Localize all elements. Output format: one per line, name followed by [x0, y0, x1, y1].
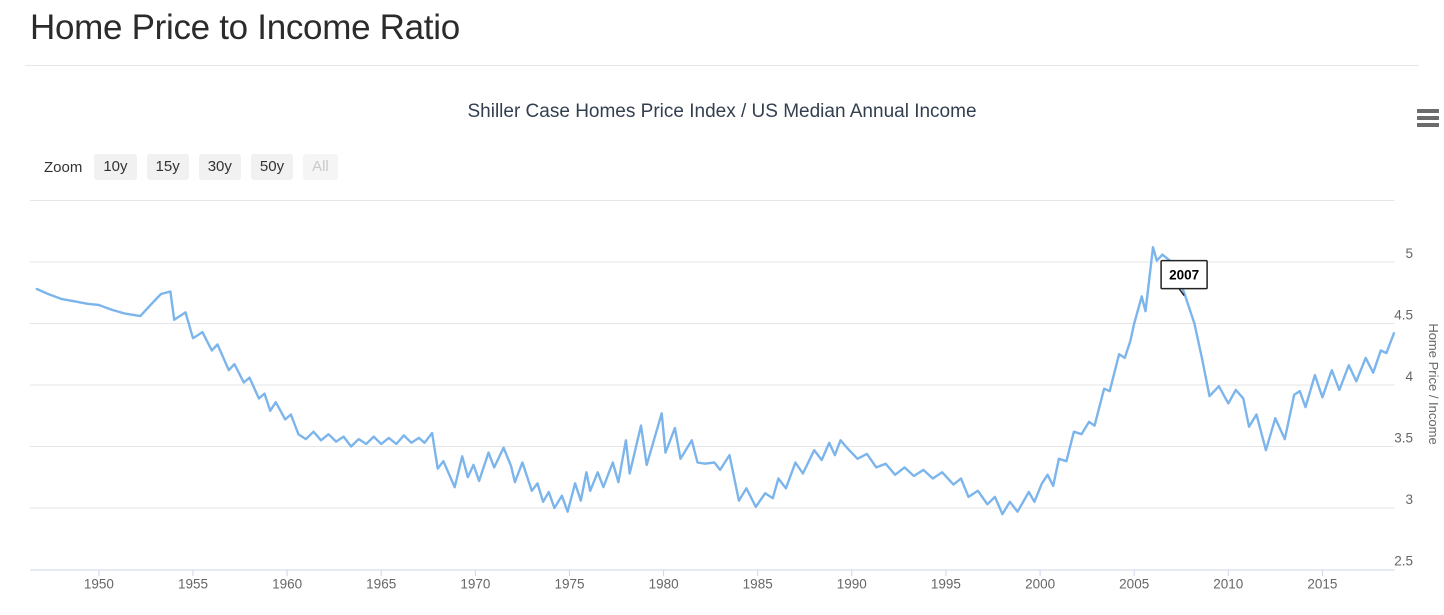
x-axis-tick-label: 2000: [1025, 577, 1055, 592]
y-axis-tick-label: 5: [1405, 246, 1413, 261]
x-axis-tick-label: 1975: [554, 577, 584, 592]
range-button-10y[interactable]: 10y: [94, 154, 137, 180]
range-button-50y[interactable]: 50y: [250, 154, 294, 180]
x-axis-tick-label: 1990: [837, 577, 867, 592]
y-axis-tick-label: 3: [1405, 492, 1413, 507]
x-axis-tick-label: 2015: [1307, 577, 1337, 592]
x-axis-tick-label: 1970: [460, 577, 490, 592]
annotation-label: 2007: [1169, 268, 1199, 283]
x-axis-tick-label: 1965: [366, 577, 396, 592]
x-axis-tick-label: 1960: [272, 577, 302, 592]
x-axis-tick-label: 1950: [84, 577, 114, 592]
x-axis-tick-label: 2010: [1213, 577, 1243, 592]
chart-context-menu-button[interactable]: [1415, 107, 1444, 135]
x-axis-tick-label: 1995: [931, 577, 961, 592]
annotation-connector: [1178, 288, 1185, 297]
chart-title: Shiller Case Homes Price Index / US Medi…: [467, 101, 977, 122]
annotation-box: [1160, 259, 1208, 290]
series-line: [35, 245, 1396, 516]
x-axis-tick-label: 1985: [743, 577, 773, 592]
range-button-30y[interactable]: 30y: [198, 154, 241, 180]
title-divider: [25, 65, 1419, 66]
range-selector: Zoom 10y 15y 30y 50y All: [44, 154, 348, 180]
x-axis-tick-label: 2005: [1119, 577, 1149, 592]
range-button-15y[interactable]: 15y: [146, 154, 189, 180]
x-axis-tick-label: 1980: [649, 577, 679, 592]
y-axis-tick-label: 3.5: [1394, 431, 1413, 446]
plot-area[interactable]: 1950 1955 1960 1965 1970 1975 1980 1985 1990 1995…: [0, 190, 1444, 615]
y-axis-title: Home Price / Income: [1426, 323, 1441, 444]
y-axis-tick-label: 4: [1405, 369, 1413, 384]
hamburger-menu-icon: [1417, 109, 1443, 127]
range-button-all: All: [303, 154, 338, 180]
range-selector-label: Zoom: [44, 158, 83, 176]
y-axis-tick-label: 2.5: [1394, 554, 1413, 569]
y-axis-tick-label: 4.5: [1394, 308, 1413, 323]
page-title: Home Price to Income Ratio: [30, 8, 460, 47]
x-axis-tick-label: 1955: [178, 577, 208, 592]
